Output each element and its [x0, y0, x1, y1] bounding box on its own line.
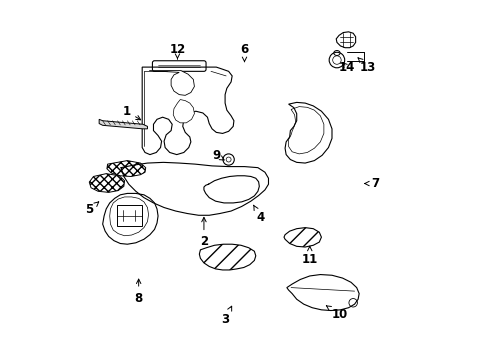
Polygon shape: [149, 71, 194, 95]
Polygon shape: [173, 100, 194, 123]
Text: 11: 11: [301, 246, 317, 266]
Text: 2: 2: [200, 217, 207, 248]
Text: 9: 9: [212, 149, 224, 162]
Text: 3: 3: [221, 306, 231, 326]
Text: 7: 7: [364, 177, 378, 190]
Text: 12: 12: [169, 43, 185, 59]
Text: 1: 1: [122, 105, 141, 120]
Text: 10: 10: [325, 306, 347, 321]
Text: 13: 13: [357, 58, 375, 73]
Polygon shape: [99, 119, 147, 129]
Text: 6: 6: [240, 43, 248, 62]
Text: 8: 8: [134, 279, 142, 305]
Text: 5: 5: [85, 202, 99, 216]
Text: 14: 14: [338, 60, 354, 73]
Text: 4: 4: [253, 205, 264, 224]
